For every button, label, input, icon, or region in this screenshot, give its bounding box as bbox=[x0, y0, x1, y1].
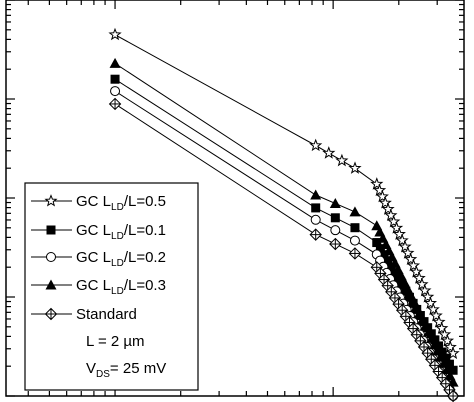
data-point bbox=[372, 238, 382, 248]
data-point bbox=[349, 235, 360, 246]
data-point bbox=[348, 247, 362, 260]
data-point bbox=[426, 302, 440, 316]
data-point bbox=[110, 86, 121, 97]
data-point bbox=[330, 225, 341, 236]
data-point bbox=[392, 227, 406, 240]
data-point bbox=[446, 346, 460, 360]
data-point bbox=[370, 177, 384, 190]
legend-label-gc-0-3: GC LLD/L=0.3 bbox=[76, 277, 166, 297]
data-point bbox=[109, 57, 121, 68]
data-point bbox=[375, 189, 389, 203]
data-point bbox=[404, 252, 418, 265]
series-layer bbox=[108, 27, 460, 402]
data-point bbox=[350, 223, 360, 233]
data-point bbox=[448, 365, 458, 375]
data-point bbox=[423, 296, 438, 309]
data-point bbox=[310, 214, 321, 225]
data-point bbox=[432, 315, 446, 328]
legend: GC LLD/L=0.5 GC LLD/L=0.1 GC LLD/L=0.2 G… bbox=[24, 182, 199, 391]
annotation-drain-voltage: VDS= 25 mV bbox=[86, 360, 166, 380]
data-point bbox=[387, 214, 401, 228]
data-point bbox=[443, 340, 457, 353]
series-star bbox=[108, 27, 460, 360]
data-point bbox=[309, 228, 322, 241]
data-point bbox=[381, 202, 395, 215]
data-point bbox=[309, 138, 323, 152]
data-point bbox=[398, 239, 412, 253]
data-point bbox=[406, 258, 421, 272]
data-point bbox=[384, 208, 398, 222]
data-point bbox=[373, 183, 387, 197]
legend-marker-star bbox=[44, 194, 58, 207]
data-point bbox=[418, 283, 432, 297]
data-point bbox=[389, 221, 404, 234]
data-point bbox=[310, 189, 322, 200]
data-point bbox=[421, 290, 435, 303]
data-point bbox=[438, 327, 452, 341]
data-point bbox=[412, 271, 426, 284]
data-point bbox=[444, 359, 454, 369]
data-point bbox=[329, 237, 342, 251]
data-point bbox=[401, 246, 415, 259]
data-point bbox=[348, 161, 362, 174]
data-point bbox=[110, 74, 120, 84]
legend-marker-triangle-filled bbox=[45, 279, 57, 290]
plot-axes bbox=[5, 0, 465, 397]
series-triangle-filled bbox=[109, 57, 459, 387]
data-point bbox=[378, 195, 392, 209]
data-point bbox=[330, 213, 340, 223]
annotation-channel-length: L = 2 µm bbox=[86, 333, 145, 350]
data-point bbox=[311, 203, 321, 213]
data-point bbox=[434, 341, 444, 351]
legend-label-gc-0-5: GC LLD/L=0.5 bbox=[76, 193, 166, 213]
data-point bbox=[415, 277, 429, 291]
data-point bbox=[441, 353, 451, 363]
data-point bbox=[108, 97, 122, 111]
data-point bbox=[440, 333, 455, 347]
legend-markers bbox=[31, 194, 72, 321]
legend-marker-diamond-cross bbox=[44, 307, 58, 321]
legend-label-gc-0-2: GC LLD/L=0.2 bbox=[76, 249, 166, 269]
legend-marker-square-filled bbox=[46, 225, 56, 235]
data-point bbox=[437, 347, 447, 357]
data-point bbox=[329, 197, 341, 208]
data-point bbox=[409, 264, 424, 278]
data-point bbox=[349, 206, 361, 217]
series-diamond-cross bbox=[108, 97, 460, 402]
legend-label-standard: Standard bbox=[76, 306, 137, 323]
data-point bbox=[375, 244, 385, 254]
legend-label-gc-0-1: GC LLD/L=0.1 bbox=[76, 222, 166, 242]
data-point bbox=[435, 321, 449, 334]
data-point bbox=[322, 146, 336, 159]
data-point bbox=[395, 233, 409, 247]
data-point bbox=[335, 153, 349, 167]
data-point bbox=[429, 308, 443, 322]
data-point bbox=[108, 27, 122, 41]
legend-marker-circle-open bbox=[46, 252, 56, 262]
